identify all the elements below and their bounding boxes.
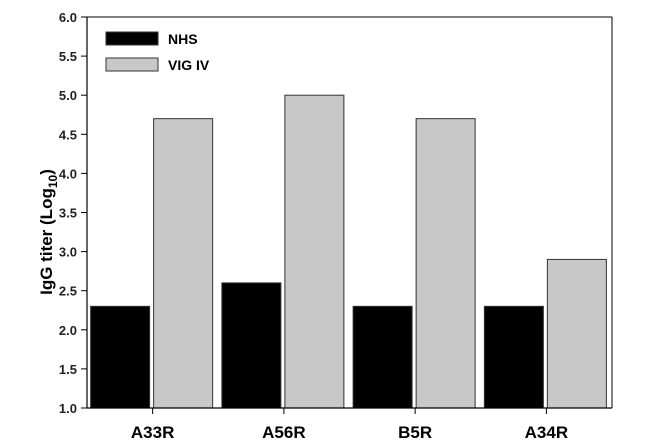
y-axis-title-subscript: 10 <box>46 174 60 188</box>
bar-vig-iv-a56r <box>284 94 345 409</box>
bar-nhs-a34r <box>483 305 544 409</box>
bar-nhs-a33r <box>90 305 151 409</box>
bar-vig-iv-a33r <box>153 118 214 409</box>
y-tick-label: 2.5 <box>59 284 77 299</box>
y-tick-label: 5.5 <box>59 49 77 64</box>
y-tick-label: 2.0 <box>59 323 77 338</box>
x-tick-label: B5R <box>398 423 432 442</box>
y-tick-label: 4.5 <box>59 127 77 142</box>
y-ticks-group: 1.0 1.5 2.0 2.5 3.0 3.5 4.0 4.5 5.0 5.5 6.0 <box>59 10 87 416</box>
legend-swatch-vig-iv <box>105 57 159 72</box>
y-tick-label: 3.0 <box>59 245 77 260</box>
x-tick-label: A34R <box>525 423 568 442</box>
y-axis-title-group: IgG titer (Log10) <box>37 169 60 295</box>
bar-vig-iv-b5r <box>415 118 476 409</box>
y-tick-label: 6.0 <box>59 10 77 25</box>
x-tick-label: A56R <box>262 423 305 442</box>
legend-swatch-nhs <box>105 31 159 46</box>
legend-label-nhs: NHS <box>168 31 198 47</box>
bars-group <box>90 94 607 409</box>
x-tick-label: A33R <box>131 423 174 442</box>
legend: NHS VIG IV <box>105 31 210 73</box>
legend-label-vig-iv: VIG IV <box>168 57 210 73</box>
y-tick-label: 1.5 <box>59 362 77 377</box>
y-tick-label: 4.0 <box>59 166 77 181</box>
bar-nhs-a56r <box>221 282 282 409</box>
y-tick-label: 3.5 <box>59 206 77 221</box>
x-labels-group: A33R A56R B5R A34R <box>131 408 568 442</box>
y-tick-label: 5.0 <box>59 88 77 103</box>
y-axis-title-main: IgG titer (Log <box>37 188 56 295</box>
y-tick-label: 1.0 <box>59 401 77 416</box>
bar-nhs-b5r <box>352 305 413 409</box>
y-axis-title-end: ) <box>37 169 56 175</box>
y-axis-title: IgG titer (Log10) <box>37 169 60 295</box>
bar-vig-iv-a34r <box>546 258 607 409</box>
